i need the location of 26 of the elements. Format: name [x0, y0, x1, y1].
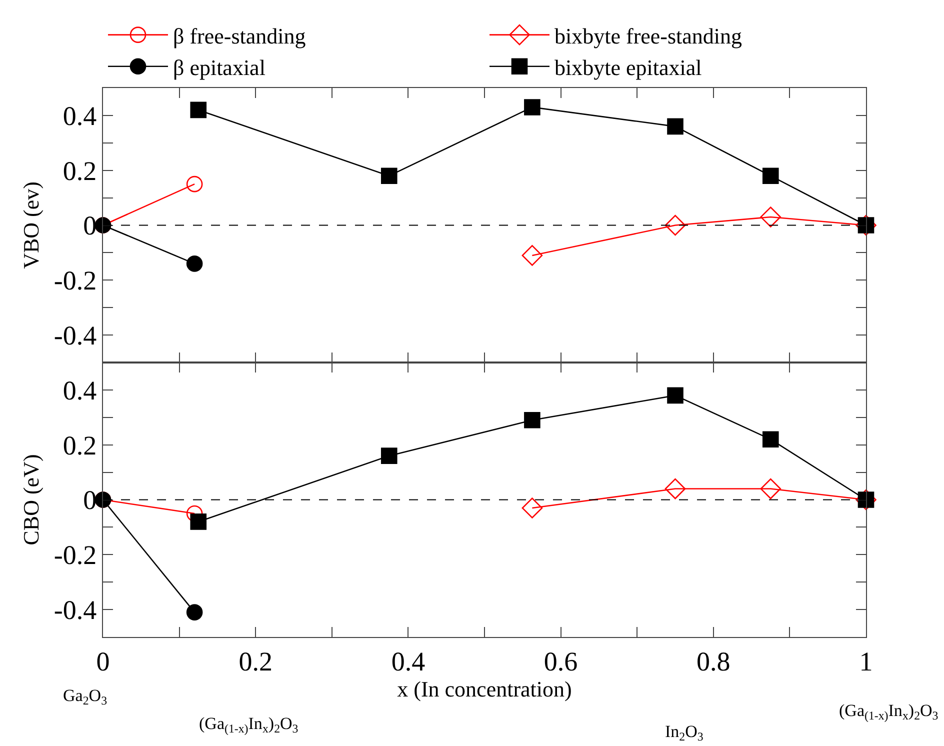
y-tick-label: 0.2 — [62, 430, 97, 460]
text: (Ga$_{(1-x)}$In$_{x}$)$_{2}$O$_{3}$ — [199, 714, 298, 736]
y-tick-label: 0.4 — [62, 100, 98, 131]
y-tick-label: -0.2 — [54, 266, 97, 296]
y-tick-label: 0.2 — [62, 156, 97, 186]
legend-label: β epitaxial — [173, 54, 266, 80]
legend-label: bixbyte epitaxial — [554, 54, 702, 80]
x-tick-label: 0.4 — [391, 646, 426, 676]
legend-label: β free-standing — [173, 23, 306, 48]
x-tick-label: 0.8 — [696, 646, 730, 676]
y-tick-label: 0 — [83, 210, 97, 241]
y-axis-title: CBO (eV) — [18, 454, 44, 546]
y-tick-label: 0.4 — [62, 375, 98, 406]
x-tick-label: 0.6 — [544, 646, 578, 676]
text: In$_{2}$O$_{3}$ — [665, 722, 704, 744]
text: Ga$_{2}$O$_{3}$ — [63, 686, 108, 708]
y-axis-title: VBO (ev) — [18, 182, 44, 269]
text: (Ga$_{(1-x)}$In$_{x}$)$_{2}$O$_{3}$ — [839, 701, 938, 723]
y-tick-label: -0.2 — [54, 540, 97, 570]
x-tick-label: 0.2 — [238, 646, 272, 676]
x-axis-title: x (In concentration) — [397, 676, 572, 702]
legend-label: bixbyte free-standing — [554, 23, 742, 48]
y-tick-label: 0 — [83, 485, 97, 516]
y-tick-label: -0.4 — [54, 320, 98, 350]
y-tick-label: -0.4 — [54, 595, 98, 625]
x-tick-label: 1 — [859, 646, 873, 676]
